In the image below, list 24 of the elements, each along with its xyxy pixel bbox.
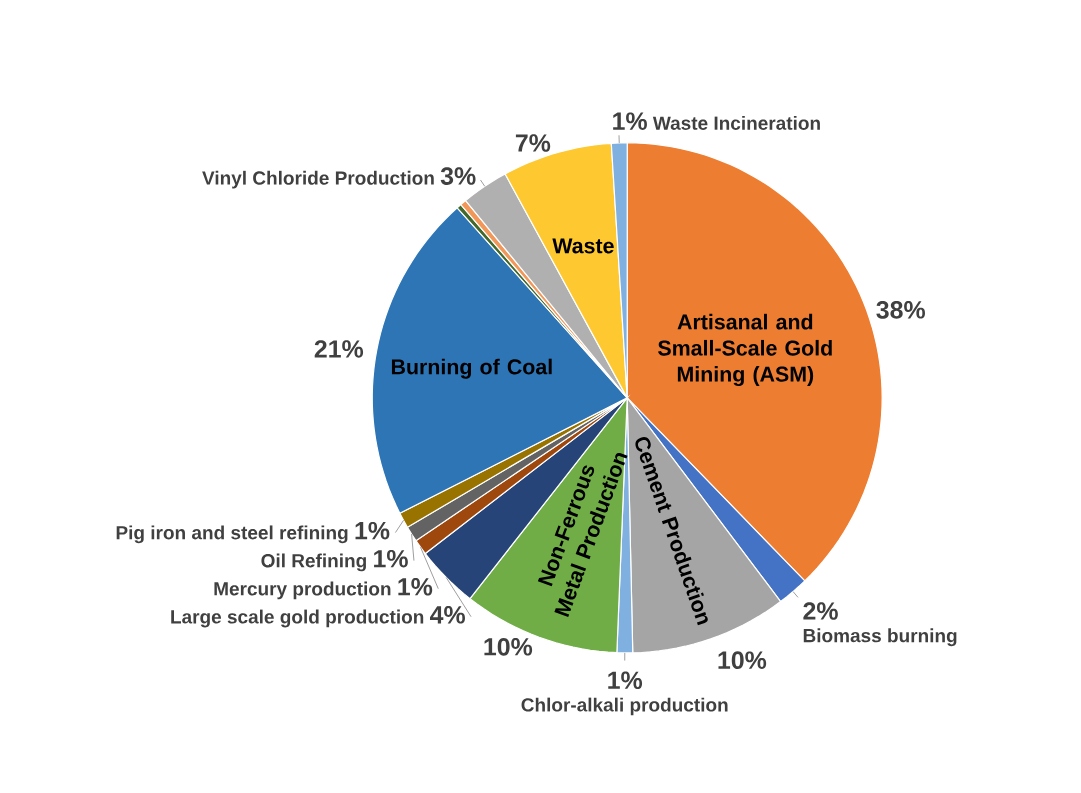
- slice-label: Waste: [552, 238, 614, 254]
- slice-label: Biomass burning: [803, 628, 957, 647]
- data-label: 1%: [398, 577, 433, 596]
- data-label: 21%: [314, 340, 364, 358]
- slice-label: Oil Refining: [261, 553, 366, 572]
- data-label: 1%: [374, 549, 408, 568]
- slice-label: Chlor-alkali production: [521, 697, 728, 716]
- data-label: 7%: [515, 134, 551, 152]
- data-label: 10%: [484, 637, 533, 656]
- slice-label: Burning of Coal: [391, 358, 552, 379]
- slice-label: Artisanal and Small-Scale Gold Mining (ASM): [658, 313, 832, 386]
- slice-label: Mercury production: [214, 581, 391, 600]
- data-label: 1%: [608, 671, 643, 689]
- data-label: 3%: [440, 167, 476, 185]
- slice-label: Vinyl Chloride Production: [202, 170, 434, 189]
- data-label: 2%: [803, 602, 838, 620]
- data-label: 1%: [355, 521, 390, 540]
- data-label: 38%: [876, 300, 925, 319]
- slice-label: Large scale gold production: [171, 609, 424, 628]
- slice-label: Pig iron and steel refining: [116, 525, 348, 544]
- data-label: 10%: [718, 651, 767, 669]
- slice-label: Waste Incineration: [652, 115, 820, 130]
- data-label: 1%: [613, 112, 647, 130]
- data-label: 4%: [429, 605, 465, 624]
